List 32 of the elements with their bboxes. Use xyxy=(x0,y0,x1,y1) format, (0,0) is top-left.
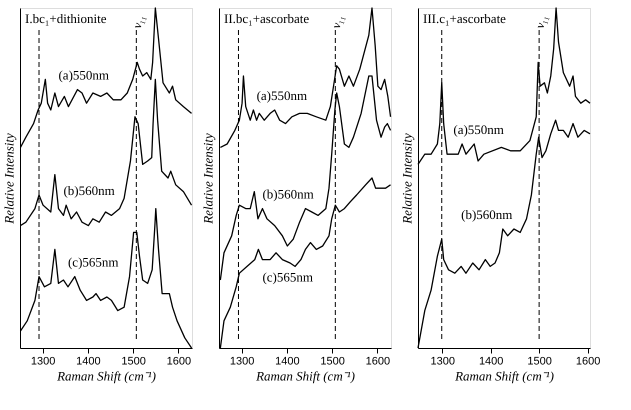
series-label: (a)550nm xyxy=(58,68,110,83)
x-tick-label: 1300 xyxy=(230,356,254,368)
x-tick-label: 1300 xyxy=(30,356,56,368)
chart-title: I.bc₁+dithionite xyxy=(25,11,107,26)
x-tick-label: 1600 xyxy=(576,356,600,368)
x-tick-label: 1600 xyxy=(366,356,390,368)
x-tick-label: 1400 xyxy=(76,356,101,368)
series-label: (c)565nm xyxy=(68,254,119,270)
x-axis-title: Raman Shift (cm⁻¹) xyxy=(56,368,156,384)
x-tick-label: 1500 xyxy=(121,356,146,368)
ref-line-label: ν₁₁ xyxy=(328,12,347,30)
series-label: (a)550nm xyxy=(453,122,504,137)
chart-title: II.bc₁+ascorbate xyxy=(224,11,310,26)
series-label: (b)560nm xyxy=(461,207,512,222)
ref-line-label: ν₁₁ xyxy=(130,12,148,30)
x-tick-label: 1500 xyxy=(527,356,552,368)
series-label: (a)550nm xyxy=(256,88,308,103)
chart-title: III.c₁+ascorbate xyxy=(423,11,506,26)
x-tick-label: 1400 xyxy=(478,356,504,368)
x-axis-title: Raman Shift (cm⁻¹) xyxy=(255,368,355,384)
y-axis-title: Relative Intensity xyxy=(400,132,414,225)
x-tick-label: 1300 xyxy=(430,356,455,368)
y-axis-title: Relative Intensity xyxy=(2,132,16,225)
x-tick-label: 1500 xyxy=(320,356,345,368)
x-axis-title: Raman Shift (cm⁻¹) xyxy=(454,368,554,384)
series-label: (c)565nm xyxy=(262,269,313,284)
series-label: (b)560nm xyxy=(262,186,314,202)
series-label: (b)560nm xyxy=(63,183,115,198)
ref-line-label: ν₁₁ xyxy=(532,12,550,30)
y-axis-title: Relative Intensity xyxy=(200,132,216,225)
x-tick-label: 1400 xyxy=(275,356,300,368)
x-tick-label: 1600 xyxy=(166,356,192,368)
